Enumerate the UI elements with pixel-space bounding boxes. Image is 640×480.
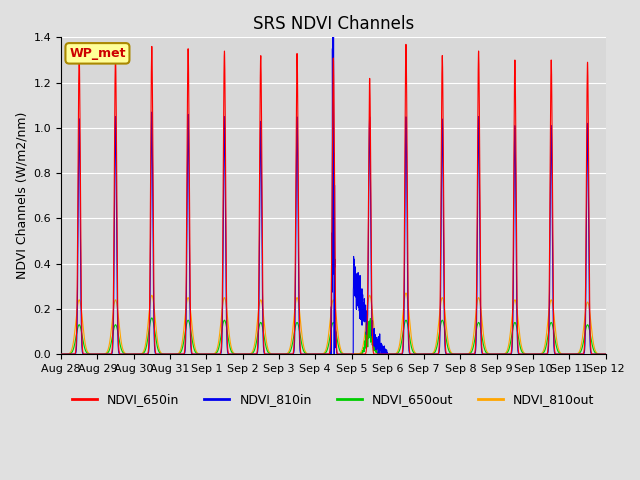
Text: WP_met: WP_met bbox=[69, 47, 125, 60]
Title: SRS NDVI Channels: SRS NDVI Channels bbox=[253, 15, 414, 33]
Y-axis label: NDVI Channels (W/m2/nm): NDVI Channels (W/m2/nm) bbox=[15, 112, 28, 279]
Legend: NDVI_650in, NDVI_810in, NDVI_650out, NDVI_810out: NDVI_650in, NDVI_810in, NDVI_650out, NDV… bbox=[67, 388, 600, 411]
